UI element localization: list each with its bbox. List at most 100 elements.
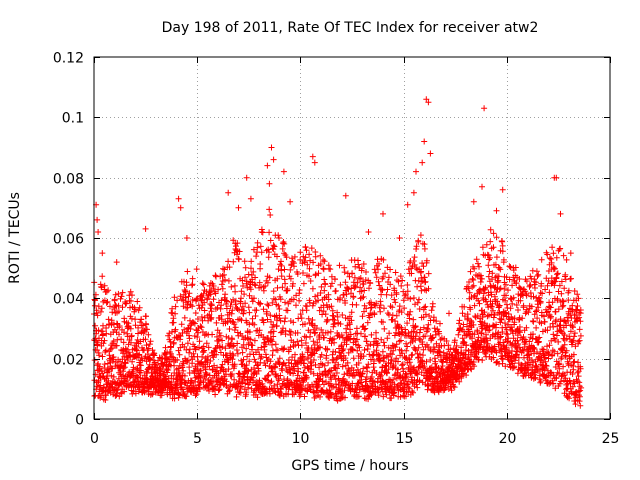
data-point: [530, 331, 536, 338]
data-point: [415, 354, 422, 361]
data-point: [317, 344, 324, 351]
data-point: [525, 309, 532, 316]
data-point: [181, 372, 188, 379]
data-point: [102, 347, 109, 354]
data-point: [101, 365, 108, 371]
data-point: [291, 263, 297, 270]
data-point: [493, 207, 500, 214]
data-point: [429, 300, 436, 307]
data-point: [210, 296, 217, 303]
data-point: [229, 336, 236, 343]
data-point: [243, 345, 250, 352]
data-point: [425, 270, 432, 277]
data-point: [499, 356, 506, 363]
data-point: [185, 293, 192, 300]
data-point: [369, 352, 376, 359]
data-point: [210, 283, 217, 289]
data-point: [334, 309, 341, 316]
data-point: [328, 391, 335, 398]
data-point: [467, 268, 474, 275]
data-point: [259, 229, 266, 236]
data-point: [451, 337, 458, 344]
data-point: [360, 280, 367, 287]
data-point: [280, 346, 287, 353]
data-point: [323, 352, 330, 359]
data-point: [421, 286, 428, 293]
data-point: [431, 380, 438, 387]
data-point: [347, 326, 353, 333]
data-point: [504, 331, 511, 338]
data-point: [360, 261, 367, 267]
data-point: [569, 383, 576, 390]
data-point: [172, 310, 179, 317]
data-point: [142, 336, 149, 343]
data-point: [420, 263, 427, 270]
data-point: [172, 303, 179, 310]
data-point: [535, 304, 542, 311]
data-point: [138, 316, 145, 323]
data-point: [225, 359, 232, 366]
data-point: [251, 295, 257, 302]
data-point: [294, 329, 301, 336]
data-point: [202, 366, 209, 373]
data-point: [425, 285, 432, 292]
data-point: [183, 235, 190, 241]
data-point: [556, 360, 563, 367]
data-point: [506, 276, 513, 283]
data-point: [545, 351, 552, 357]
data-point: [567, 250, 574, 257]
data-point: [549, 352, 556, 358]
data-point: [258, 226, 265, 233]
data-point: [295, 368, 302, 375]
data-point: [361, 347, 368, 353]
data-point: [490, 230, 497, 237]
data-point: [298, 315, 305, 322]
data-point: [95, 327, 102, 334]
data-point: [343, 329, 350, 336]
data-point: [551, 348, 558, 355]
data-point: [184, 304, 191, 311]
data-point: [318, 283, 325, 290]
data-point: [137, 367, 144, 374]
data-point: [401, 305, 408, 312]
data-point: [478, 330, 485, 336]
data-point: [563, 256, 570, 263]
data-point: [550, 323, 557, 330]
data-point: [297, 249, 304, 256]
data-point: [390, 362, 397, 369]
data-point: [337, 321, 344, 327]
data-point: [381, 325, 388, 332]
data-point: [241, 386, 248, 393]
x-tick-label: 0: [90, 431, 99, 447]
data-point: [475, 349, 482, 356]
data-point: [310, 259, 317, 266]
data-point: [446, 310, 452, 317]
data-point: [400, 297, 407, 304]
data-point: [261, 346, 268, 353]
data-point: [403, 340, 410, 347]
data-point: [287, 275, 294, 282]
data-point: [94, 339, 101, 346]
data-point: [176, 392, 183, 398]
data-point: [547, 304, 554, 311]
data-point: [194, 334, 201, 340]
data-point: [250, 377, 257, 384]
data-point: [268, 378, 275, 385]
data-point: [277, 329, 284, 336]
data-point: [147, 356, 154, 363]
data-point: [334, 313, 341, 320]
data-point: [276, 306, 283, 312]
data-point: [376, 282, 383, 289]
data-point: [219, 337, 226, 344]
data-point: [530, 318, 537, 325]
data-point: [221, 271, 227, 278]
data-point: [279, 284, 286, 291]
data-point: [531, 311, 538, 318]
data-point: [327, 266, 334, 273]
data-point: [127, 298, 134, 304]
data-point: [407, 308, 414, 315]
data-point: [503, 292, 509, 299]
data-point: [176, 351, 183, 358]
data-point: [410, 316, 417, 323]
data-point: [515, 307, 521, 313]
